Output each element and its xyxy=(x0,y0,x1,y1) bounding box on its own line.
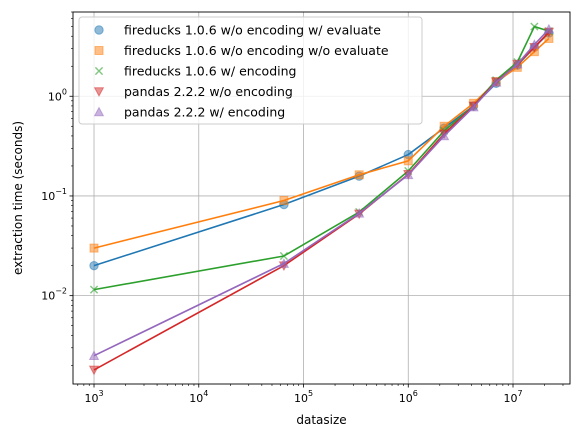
x-tick-exponent: 3 xyxy=(98,389,103,398)
data-point xyxy=(353,207,365,218)
series-line xyxy=(93,37,550,249)
x-axis-label: datasize xyxy=(296,413,346,427)
x-tick-label: 105 xyxy=(294,389,313,405)
x-tick-exponent: 7 xyxy=(517,389,522,398)
legend-marker xyxy=(93,87,105,97)
y-tick-base: 10 xyxy=(48,90,62,103)
x-tick-exponent: 4 xyxy=(203,389,208,398)
data-point xyxy=(278,258,290,268)
data-point xyxy=(543,23,555,34)
legend-item: pandas 2.2.2 w/ encoding xyxy=(93,105,285,120)
y-tick-label: 10−2 xyxy=(41,287,67,303)
x-tick-base: 10 xyxy=(503,392,517,405)
x-tick-label: 104 xyxy=(189,389,208,405)
x-tick-base: 10 xyxy=(189,392,203,405)
plot-frame xyxy=(72,11,571,385)
x-tick-label: 107 xyxy=(503,389,522,405)
x-tick-label: 106 xyxy=(399,389,418,405)
data-point xyxy=(403,156,413,166)
data-point xyxy=(89,260,99,271)
x-tick-base: 10 xyxy=(399,392,413,405)
legend-label: pandas 2.2.2 w/o encoding xyxy=(124,84,293,99)
x-tick-exponent: 5 xyxy=(308,389,313,398)
legend-label: pandas 2.2.2 w/ encoding xyxy=(124,105,285,120)
data-point xyxy=(279,196,289,206)
legend-marker xyxy=(94,66,104,76)
data-point xyxy=(279,251,289,261)
data-point xyxy=(438,130,450,141)
series-line xyxy=(93,28,550,357)
series-line xyxy=(93,25,550,291)
data-point xyxy=(512,58,523,69)
legend-label: fireducks 1.0.6 w/o encoding w/ evaluate xyxy=(124,23,381,38)
legend-item: fireducks 1.0.6 w/o encoding w/ evaluate xyxy=(94,23,381,38)
data-point xyxy=(530,22,539,31)
data-point xyxy=(89,243,99,253)
y-tick-label: 10−1 xyxy=(41,187,67,203)
data-point xyxy=(403,169,414,180)
x-tick-base: 10 xyxy=(294,392,308,405)
x-tick-exponent: 6 xyxy=(413,389,418,398)
y-tick-base: 10 xyxy=(41,290,55,303)
legend-label: fireducks 1.0.6 w/ encoding xyxy=(124,64,296,79)
data-point xyxy=(490,76,502,87)
y-tick-exponent: −1 xyxy=(55,187,67,196)
x-tick-label: 103 xyxy=(84,389,103,405)
legend-marker xyxy=(93,106,105,117)
series-line xyxy=(93,31,550,371)
legend-marker xyxy=(94,46,104,55)
y-tick-base: 10 xyxy=(41,190,55,203)
legend-label: fireducks 1.0.6 w/o encoding w/o evaluat… xyxy=(124,43,389,58)
series-layer xyxy=(88,22,555,376)
legend-item: fireducks 1.0.6 w/o encoding w/o evaluat… xyxy=(94,43,389,58)
data-point xyxy=(468,101,479,112)
legend-item: pandas 2.2.2 w/o encoding xyxy=(93,84,293,99)
x-tick-base: 10 xyxy=(84,392,98,405)
y-tick-exponent: −2 xyxy=(55,287,67,296)
series-4 xyxy=(88,23,555,360)
legend-item: fireducks 1.0.6 w/ encoding xyxy=(94,64,296,79)
legend-box xyxy=(78,16,423,125)
legend-marker xyxy=(94,25,104,35)
data-point xyxy=(88,365,100,376)
y-axis-label: extraction time (seconds) xyxy=(11,121,25,275)
legend: fireducks 1.0.6 w/o encoding w/ evaluate… xyxy=(78,16,423,125)
y-tick-exponent: 0 xyxy=(62,87,67,96)
data-point xyxy=(354,170,364,180)
data-point xyxy=(529,39,540,49)
y-tick-label: 100 xyxy=(48,87,67,103)
data-point xyxy=(89,285,99,294)
data-point xyxy=(88,350,100,360)
